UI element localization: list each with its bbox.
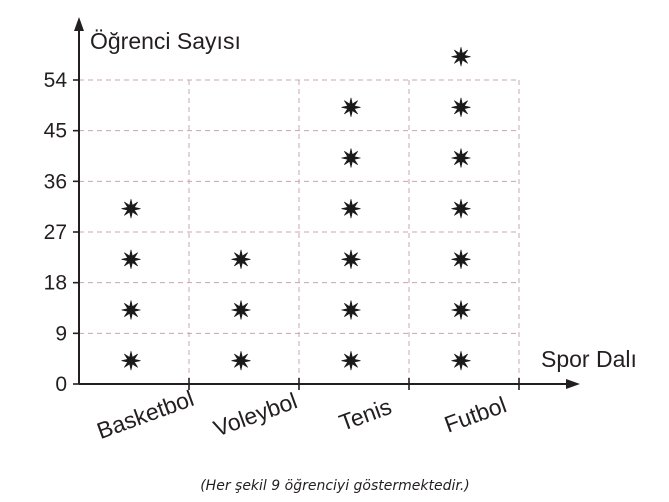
star-symbol: [231, 249, 251, 269]
y-tick-label: 36: [44, 170, 67, 193]
star-symbol: [451, 47, 471, 67]
star-symbol: [341, 351, 361, 371]
star-symbol: [231, 300, 251, 320]
category-label: Tenis: [336, 393, 395, 436]
star-symbol: [341, 249, 361, 269]
category-label: Voleybol: [210, 387, 301, 441]
star-symbol: [121, 351, 141, 371]
star-symbol: [451, 97, 471, 117]
star-symbol: [121, 199, 141, 219]
star-symbol: [341, 199, 361, 219]
star-symbol: [451, 300, 471, 320]
star-symbol: [451, 249, 471, 269]
y-tick-label: 0: [55, 373, 67, 396]
x-axis-arrow: [566, 379, 580, 389]
y-tick-label: 18: [44, 272, 67, 295]
star-symbol: [341, 148, 361, 168]
category-label: Basketbol: [93, 385, 197, 444]
category-label: Futbol: [441, 391, 510, 437]
x-axis-title: Spor Dalı: [541, 346, 637, 372]
category-labels: Basketbol Voleybol Tenis Futbol: [93, 385, 509, 444]
star-symbol: [451, 148, 471, 168]
y-tick-label: 9: [55, 322, 67, 345]
star-symbol: [341, 97, 361, 117]
grid-lines: [79, 79, 520, 384]
star-symbol: [451, 199, 471, 219]
star-symbol: [121, 300, 141, 320]
star-symbol: [341, 300, 361, 320]
y-tick-label: 54: [44, 69, 68, 92]
star-symbol: [231, 351, 251, 371]
y-tick-label: 27: [44, 221, 67, 244]
y-ticks: 0 9 18 27 36 45 54: [44, 69, 79, 396]
x-ticks: [188, 378, 520, 390]
star-symbol: [451, 351, 471, 371]
symbol-marks: [121, 47, 471, 371]
y-axis-arrow: [74, 17, 84, 31]
chart-caption: (Her şekil 9 öğrenciyi göstermektedir.): [200, 478, 470, 494]
y-axis-title: Öğrenci Sayısı: [90, 28, 241, 54]
y-tick-label: 45: [44, 120, 67, 143]
star-symbol: [121, 249, 141, 269]
axes: [74, 17, 580, 389]
